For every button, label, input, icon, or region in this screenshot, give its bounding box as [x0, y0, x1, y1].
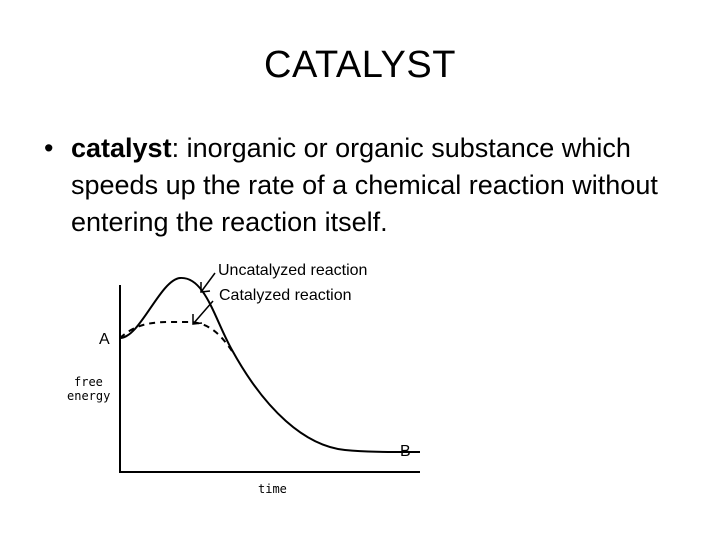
- uncatalyzed-arrow: [200, 272, 216, 293]
- x-axis-label: time: [258, 482, 287, 496]
- point-a-label: A: [99, 331, 110, 348]
- bullet-term: catalyst: [71, 133, 172, 163]
- y-axis-label-line1: free: [74, 375, 103, 389]
- uncatalyzed-curve: [119, 276, 421, 453]
- catalyzed-label: Catalyzed reaction: [219, 287, 352, 304]
- point-b-label: B: [400, 443, 411, 460]
- bullet-definition: : inorganic or organic substance which s…: [71, 133, 658, 237]
- uncatalyzed-label: Uncatalyzed reaction: [218, 262, 367, 279]
- bullet-marker: •: [44, 133, 54, 163]
- y-axis-label-line2: energy: [67, 389, 110, 403]
- slide-title: CATALYST: [264, 44, 456, 86]
- catalyzed-curve: [119, 320, 235, 355]
- catalyzed-arrow: [192, 300, 214, 325]
- bullet-item: • catalyst: inorganic or organic substan…: [44, 130, 684, 241]
- bullet-text: catalyst: inorganic or organic substance…: [71, 130, 684, 241]
